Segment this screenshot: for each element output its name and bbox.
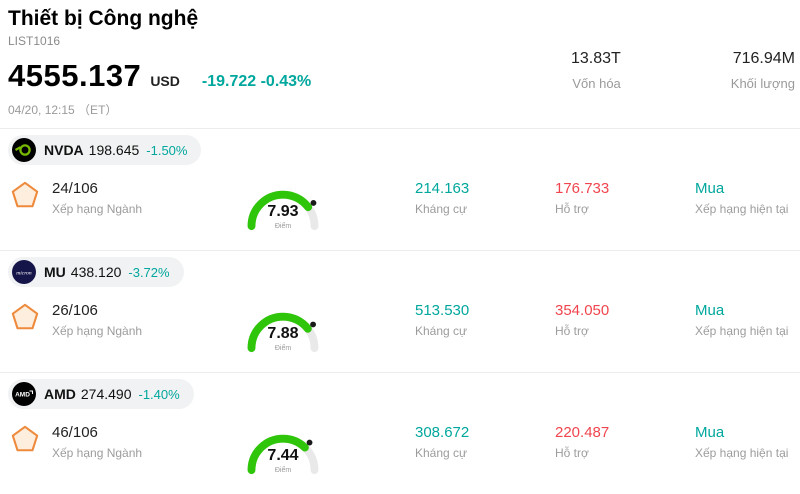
rating-cell: Mua Xếp hạng hiện tại	[695, 424, 800, 460]
rank-pentagon-icon	[11, 181, 39, 208]
score-gauge	[247, 434, 319, 475]
ticker: NVDA	[44, 142, 84, 158]
stock-price: 198.645	[88, 142, 140, 158]
resistance-label: Kháng cự	[415, 202, 468, 216]
support-cell: 354.050 Hỗ trợ	[555, 302, 695, 338]
stock-metrics-row: 26/106 Xếp hạng Ngành 7.88 Điểm 513.530 …	[8, 302, 800, 358]
resistance-value: 214.163	[415, 180, 470, 197]
stock-change: -3.72%	[128, 264, 170, 280]
rating-value: Mua	[695, 180, 725, 197]
volume-value: 716.94M	[732, 50, 795, 67]
micron-logo-text: micron	[16, 271, 32, 277]
volume-label: Khối lượng	[730, 76, 795, 91]
stock-price: 274.490	[80, 386, 132, 402]
stock-badge-nvda[interactable]: NVDA 198.645 -1.50%	[8, 135, 202, 165]
ticker: AMD	[44, 386, 76, 402]
rating-cell: Mua Xếp hạng hiện tại	[695, 180, 800, 216]
support-label: Hỗ trợ	[555, 324, 589, 338]
stock-change: -1.50%	[146, 142, 188, 158]
currency-label: USD	[150, 73, 180, 90]
stock-metrics-row: 46/106 Xếp hạng Ngành 7.44 Điểm 308.672 …	[8, 424, 800, 480]
support-label: Hỗ trợ	[555, 446, 589, 460]
nvidia-logo-icon	[12, 138, 36, 162]
industry-rank-cell: 46/106 Xếp hạng Ngành	[8, 424, 238, 460]
score-gauge-cell: 7.88 Điểm	[238, 302, 328, 358]
resistance-cell: 308.672 Kháng cự	[415, 424, 555, 460]
micron-logo-icon: micron	[12, 260, 36, 284]
support-value: 354.050	[555, 302, 610, 319]
score-value: 7.93	[267, 203, 299, 220]
score-gauge-cell: 7.93 Điểm	[238, 180, 328, 236]
resistance-value: 513.530	[415, 302, 470, 319]
stock-badge-amd[interactable]: AMD AMD 274.490 -1.40%	[8, 379, 194, 409]
rank-label: Xếp hạng Ngành	[52, 202, 143, 216]
stock-section-nvda: NVDA 198.645 -1.50% 24/106 Xếp hạng Ngàn…	[0, 128, 800, 250]
resistance-value: 308.672	[415, 424, 470, 441]
rank-pentagon-icon	[11, 303, 39, 330]
rating-cell: Mua Xếp hạng hiện tại	[695, 302, 800, 338]
market-cap-value: 13.83T	[570, 50, 621, 67]
score-label: Điểm	[274, 467, 292, 474]
score-label: Điểm	[274, 345, 292, 352]
index-header: Thiết bị Công nghệ LIST1016 4555.137 USD…	[0, 0, 800, 128]
score-label: Điểm	[274, 223, 292, 230]
rank-value: 46/106	[52, 424, 98, 441]
index-price: 4555.137	[8, 58, 142, 94]
score-gauge	[247, 190, 319, 231]
stock-metrics-row: 24/106 Xếp hạng Ngành 7.93 Điểm 214.163 …	[8, 180, 800, 236]
support-value: 220.487	[555, 424, 610, 441]
support-label: Hỗ trợ	[555, 202, 589, 216]
stock-badge-mu[interactable]: micron MU 438.120 -3.72%	[8, 257, 184, 287]
support-value: 176.733	[555, 180, 610, 197]
rating-value: Mua	[695, 424, 725, 441]
resistance-label: Kháng cự	[415, 324, 468, 338]
amd-logo-text: AMD	[15, 392, 30, 399]
rank-label: Xếp hạng Ngành	[52, 446, 143, 460]
support-cell: 220.487 Hỗ trợ	[555, 424, 695, 460]
rating-label: Xếp hạng hiện tại	[695, 446, 789, 460]
score-value: 7.44	[267, 447, 299, 464]
stat-volume: 716.94M Khối lượng	[731, 50, 795, 91]
page-title: Thiết bị Công nghệ	[8, 7, 199, 30]
resistance-cell: 513.530 Kháng cự	[415, 302, 555, 338]
resistance-label: Kháng cự	[415, 446, 468, 460]
rank-value: 24/106	[52, 180, 98, 197]
list-id: LIST1016	[8, 34, 61, 49]
quote-timestamp: 04/20, 12:15 （ET）	[8, 103, 118, 118]
resistance-cell: 214.163 Kháng cự	[415, 180, 555, 216]
rank-value: 26/106	[52, 302, 98, 319]
score-value: 7.88	[267, 325, 299, 342]
index-stats: 13.83T Vốn hóa 716.94M Khối lượng	[571, 50, 795, 91]
score-gauge	[247, 312, 319, 353]
industry-rank-cell: 24/106 Xếp hạng Ngành	[8, 180, 238, 216]
stock-section-mu: micron MU 438.120 -3.72% 26/106 Xếp hạng…	[0, 250, 800, 372]
industry-rank-cell: 26/106 Xếp hạng Ngành	[8, 302, 238, 338]
index-price-row: 4555.137 USD -19.722 -0.43%	[8, 58, 792, 94]
rating-label: Xếp hạng hiện tại	[695, 202, 789, 216]
stock-change: -1.40%	[138, 386, 180, 402]
rank-label: Xếp hạng Ngành	[52, 324, 143, 338]
stock-section-amd: AMD AMD 274.490 -1.40% 46/106 Xếp hạng N…	[0, 372, 800, 494]
ticker: MU	[44, 264, 66, 280]
index-change: -19.722 -0.43%	[201, 73, 312, 91]
rank-pentagon-icon	[11, 425, 39, 452]
amd-logo-icon: AMD	[12, 382, 36, 406]
stock-price: 438.120	[70, 264, 122, 280]
support-cell: 176.733 Hỗ trợ	[555, 180, 695, 216]
score-gauge-cell: 7.44 Điểm	[238, 424, 328, 480]
stat-market-cap: 13.83T Vốn hóa	[571, 50, 621, 91]
rating-value: Mua	[695, 302, 725, 319]
rating-label: Xếp hạng hiện tại	[695, 324, 789, 338]
market-cap-label: Vốn hóa	[572, 76, 621, 91]
